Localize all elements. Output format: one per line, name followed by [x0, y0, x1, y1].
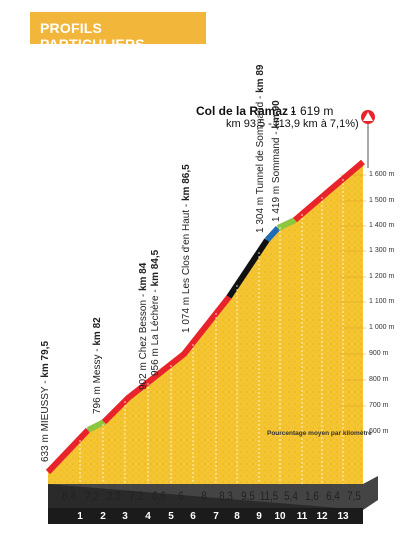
- altitude-tick: 1 000 m: [369, 324, 395, 331]
- section-badge: PROFILS PARTICULIERS: [30, 12, 206, 52]
- road-section-blue-tunnel: [264, 225, 281, 243]
- km-marker: 13: [337, 511, 349, 522]
- altitude-tick: 800 m: [369, 376, 389, 383]
- km-axis-strip: [48, 508, 363, 524]
- summit-altitude: 1 619 m: [290, 104, 334, 118]
- terrain-fill: [48, 162, 363, 484]
- km-marker: 11: [296, 511, 308, 522]
- road-section-green-sommand: [276, 217, 297, 231]
- km-gradient: 9,5: [241, 489, 255, 503]
- waypoint-label: 1 074 m Les Clos d'en Haut - km 86,5: [181, 164, 192, 333]
- waypoint-label: 1 304 m Tunnel de Sommand - km 89: [255, 64, 266, 233]
- km-gradient: 6,4: [326, 489, 340, 503]
- km-gradient: 8,4: [62, 489, 76, 503]
- summit-km-info: km 93,5 - (13,9 km à 7,1%): [226, 118, 359, 130]
- altitude-tick: 1 500 m: [369, 197, 395, 204]
- altitude-tick: 900 m: [369, 350, 389, 357]
- km-gradient: 8,3: [219, 489, 233, 503]
- road-section-black-steep: [226, 238, 270, 299]
- waypoint-label: 633 m MIEUSSY - km 79,5: [40, 340, 51, 462]
- altitude-guides: [340, 174, 366, 433]
- altitude-tick: 1 400 m: [369, 222, 395, 229]
- chart-base-front: [48, 476, 378, 510]
- waypoint-label: 956 m La Léchère - km 84,5: [150, 249, 161, 376]
- km-dividers: [79, 179, 344, 484]
- km-marker: 7: [213, 511, 219, 522]
- road-section-red-lower: [45, 427, 91, 475]
- km-marker: 4: [145, 511, 151, 522]
- altitude-tick: 600 m: [369, 428, 389, 435]
- km-gradient: 7,5: [347, 489, 361, 503]
- km-marker: 1: [77, 511, 83, 522]
- road-section-red-upper: [293, 159, 365, 223]
- altitude-tick: 1 200 m: [369, 273, 395, 280]
- km-gradient: 1,6: [305, 489, 319, 503]
- waypoint-label: 902 m Chez Besson - km 84: [138, 262, 149, 390]
- altitude-tick: 1 300 m: [369, 247, 395, 254]
- altitude-tick: 700 m: [369, 402, 389, 409]
- altitude-tick: 1 600 m: [369, 171, 395, 178]
- km-marker: 5: [168, 511, 174, 522]
- altitude-tick: 1 100 m: [369, 298, 395, 305]
- km-gradient: 7,2: [85, 489, 99, 503]
- waypoint-label: 796 m Messy - km 82: [92, 317, 103, 414]
- km-marker: 9: [256, 511, 262, 522]
- km-gradient: 6,6: [152, 489, 166, 503]
- gradient-note: Pourcentage moyen par kilomètre: [267, 430, 372, 437]
- road-section-red-middle: [101, 295, 232, 425]
- summit-name: Col de la Ramaz -: [196, 104, 296, 118]
- km-gradient: 11,5: [259, 489, 279, 503]
- km-marker: 12: [316, 511, 328, 522]
- km-marker: 10: [274, 511, 286, 522]
- waypoint-label: 1 419 m Sommand - km 90: [271, 100, 282, 222]
- road-section-green-messy: [86, 419, 106, 433]
- km-marker: 6: [190, 511, 196, 522]
- km-gradient: 8: [201, 489, 207, 503]
- km-marker: 2: [100, 511, 106, 522]
- km-marker: 8: [234, 511, 240, 522]
- km-gradient: 6: [178, 489, 184, 503]
- km-gradient: 5,4: [284, 489, 298, 503]
- km-gradient: 2,3: [107, 489, 121, 503]
- mountain-icon: [361, 110, 375, 124]
- km-marker: 3: [122, 511, 128, 522]
- km-gradient: 7,2: [129, 489, 143, 503]
